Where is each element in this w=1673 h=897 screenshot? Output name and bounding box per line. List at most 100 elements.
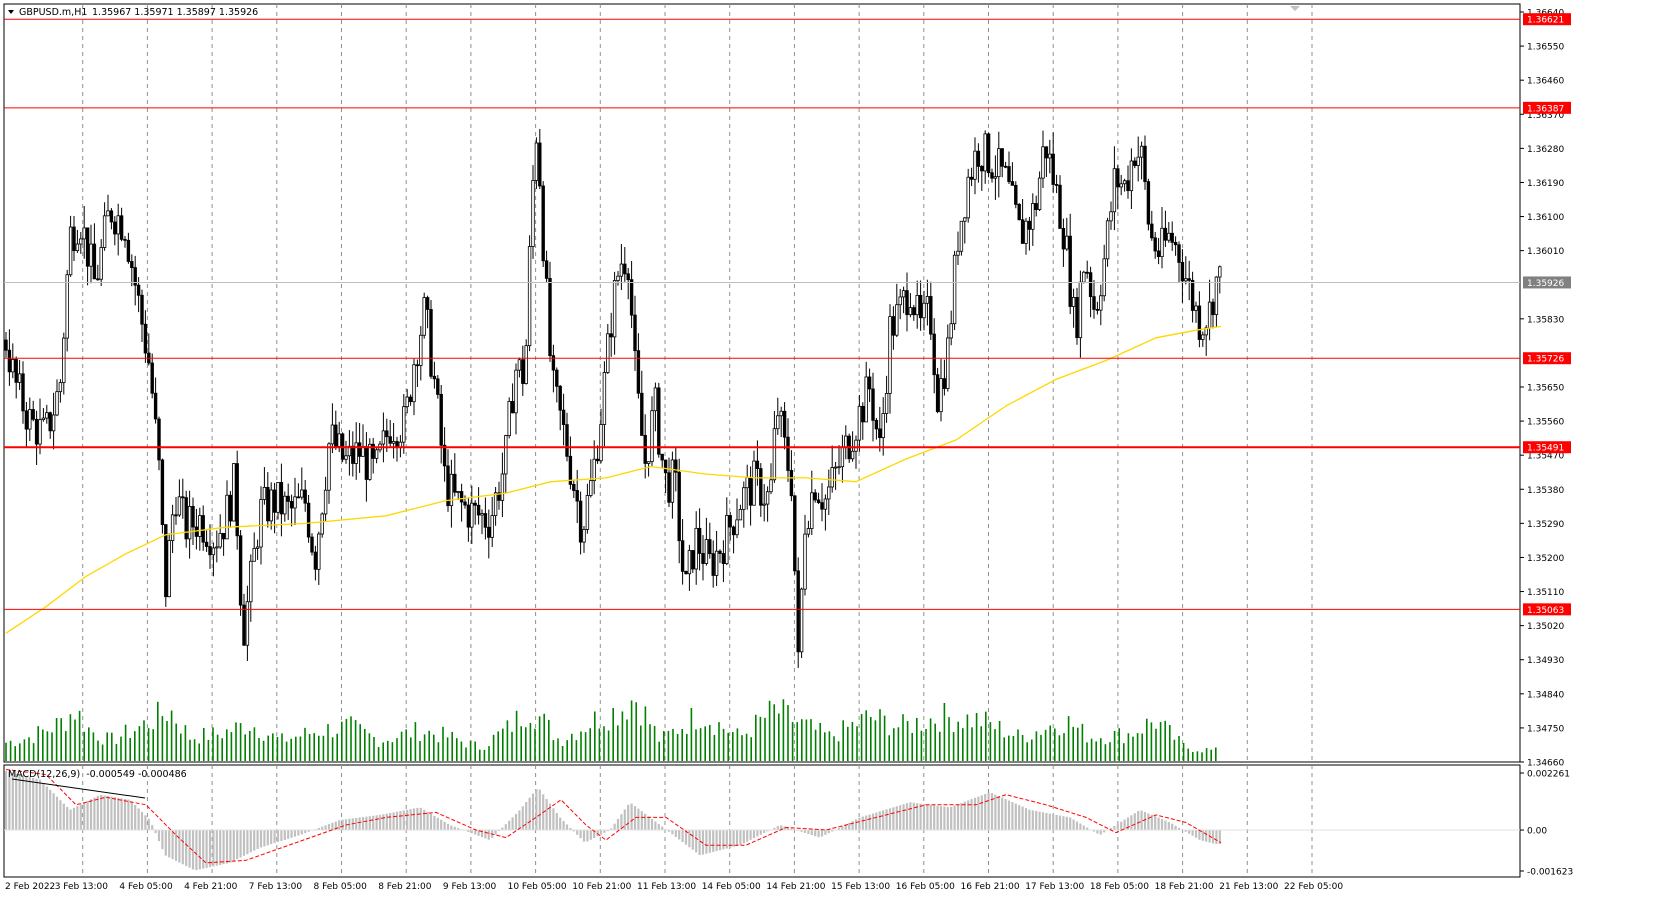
candle-body (99, 247, 103, 280)
price-tick-label: 1.35830 (1527, 315, 1564, 325)
candle-body (235, 463, 239, 537)
candle-body (1112, 168, 1117, 213)
candle-body (317, 533, 321, 570)
candle-body (905, 290, 909, 316)
candle-body (901, 290, 906, 298)
candle-body (388, 436, 392, 444)
current-price-tag (1523, 276, 1571, 289)
candle-body (963, 217, 967, 222)
macd-label-prefix: MACD(12,26,9) (8, 769, 80, 780)
price-tick-label: 1.34750 (1527, 724, 1564, 734)
candle-body (456, 491, 460, 493)
candle-body (1041, 146, 1045, 179)
candle-body (45, 412, 49, 419)
candle-body (245, 601, 250, 646)
candle-body (221, 532, 226, 540)
candle-body (1146, 181, 1151, 225)
price-tick-label: 1.36280 (1527, 145, 1564, 155)
candle-body (177, 496, 182, 516)
candle-body (415, 364, 420, 367)
candle-body (874, 419, 879, 430)
candle-body (1170, 232, 1174, 243)
candle-body (119, 215, 124, 240)
candle-body (483, 513, 488, 528)
candle-body (276, 482, 280, 513)
candle-body (351, 445, 355, 464)
candle-body (167, 540, 171, 598)
candle-body (500, 473, 505, 501)
candle-body (1150, 223, 1154, 239)
candle-body (17, 373, 22, 383)
candle-body (561, 409, 566, 425)
candle-body (626, 273, 630, 281)
candle-body (769, 479, 773, 493)
candle-body (470, 502, 474, 528)
candle-body (405, 396, 409, 408)
candle-body (619, 263, 624, 277)
candle-body (891, 316, 896, 336)
time-tick-label: 10 Feb 05:00 (508, 882, 567, 892)
candle-body (310, 536, 314, 553)
candle-body (334, 424, 338, 447)
candle-body (997, 148, 1001, 178)
candle-body (990, 172, 994, 179)
candle-body (691, 550, 695, 570)
candle-body (731, 526, 736, 536)
shift-marker-icon[interactable] (1290, 6, 1300, 11)
candle-body (1075, 297, 1079, 339)
candle-body (1014, 184, 1018, 205)
candle-body (524, 345, 528, 384)
candle-body (184, 497, 188, 540)
candle-body (102, 215, 107, 248)
candle-body (157, 418, 161, 461)
candle-body (493, 492, 498, 517)
candle-body (232, 463, 236, 522)
candle-body (1078, 281, 1083, 339)
candle-body (748, 477, 753, 506)
candle-body (306, 502, 311, 538)
candle-body (21, 373, 25, 412)
candle-body (1105, 220, 1110, 260)
candle-body (92, 243, 97, 280)
candle-body (986, 133, 991, 174)
candle-body (96, 278, 100, 281)
candle-body (670, 459, 675, 503)
time-tick-label: 4 Feb 21:00 (184, 882, 238, 892)
candle-body (660, 453, 664, 461)
symbol-label: GBPUSD.m,H1 (19, 7, 87, 18)
candle-body (323, 489, 328, 515)
candle-body (293, 496, 297, 509)
candle-body (680, 540, 685, 572)
time-tick-label: 14 Feb 05:00 (702, 882, 761, 892)
candle-body (799, 588, 804, 653)
candle-body (368, 443, 372, 480)
candle-body (72, 226, 76, 252)
candle-body (932, 333, 936, 376)
candle-body (476, 504, 481, 516)
candle-body (983, 133, 987, 172)
price-level-tag (1523, 13, 1571, 26)
candle-body (1051, 153, 1055, 185)
price-tick-label: 1.35110 (1527, 588, 1564, 598)
candle-body (667, 472, 671, 503)
time-tick-label: 10 Feb 21:00 (572, 882, 631, 892)
candle-body (521, 359, 525, 384)
macd-divergence-line (11, 778, 146, 799)
price-tick-label: 1.35380 (1527, 486, 1564, 496)
level-tags: 1.36621 1.36387 1.35726 1.35491 1.35063 1.359… (1523, 13, 1571, 616)
candle-body (575, 490, 579, 502)
candle-body (646, 461, 651, 464)
candle-body (283, 495, 287, 515)
candle-body (150, 362, 154, 394)
dropdown-triangle-icon[interactable] (8, 10, 14, 14)
candle-body (391, 441, 396, 444)
candle-body (541, 185, 545, 262)
candle-body (439, 393, 443, 446)
candle-body (538, 142, 542, 187)
candle-body (956, 250, 960, 256)
candle-body (279, 482, 284, 515)
time-tick-label: 9 Feb 13:00 (443, 882, 497, 892)
candle-body (422, 297, 426, 336)
candle-body (966, 176, 970, 219)
candle-body (725, 515, 729, 564)
